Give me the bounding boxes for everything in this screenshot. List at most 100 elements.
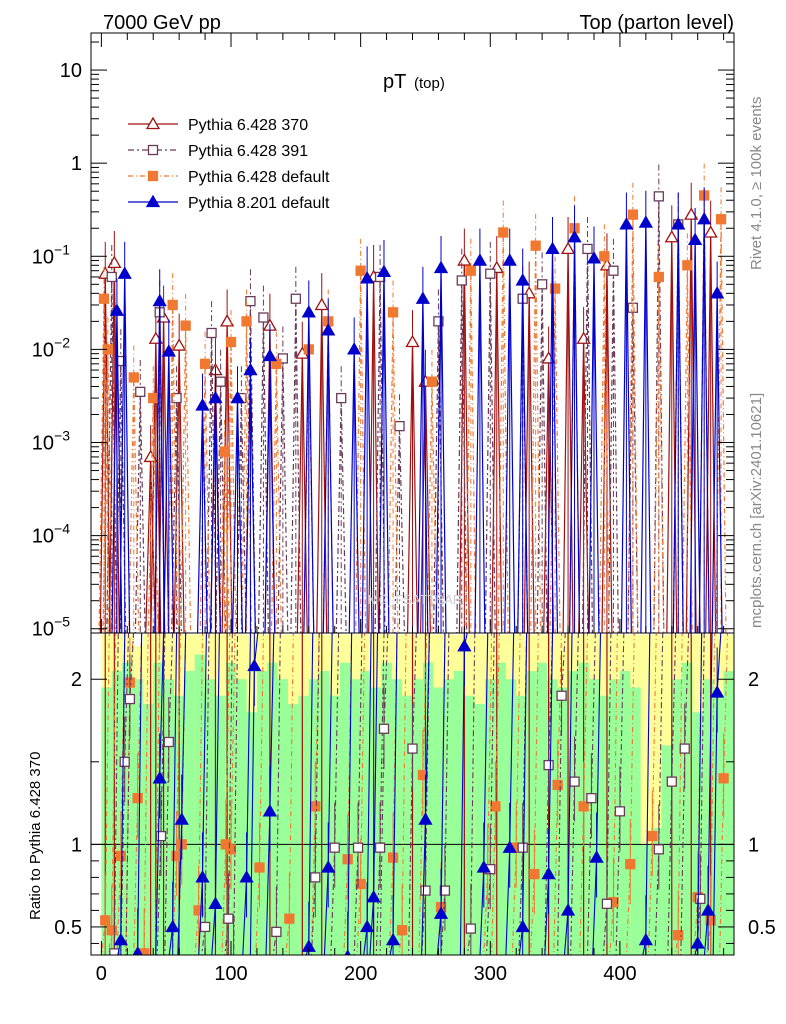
ratio-point-pythia-6-428-default (106, 925, 117, 936)
main-point-pythia-8-201-default (262, 348, 278, 362)
main-point-pythia-8-201-default (545, 241, 560, 255)
main-point-pythia-6-428-391 (653, 191, 664, 202)
main-series-line-pythia-6-428-370 (99, 214, 717, 633)
ratio-band-inner (661, 745, 673, 955)
ratio-point-pythia-8-201-default (515, 919, 530, 933)
ratio-band-inner (651, 827, 662, 955)
main-point-pythia-8-201-default (301, 305, 316, 318)
ratio-point-pythia-8-201-default (262, 804, 278, 817)
ratio-point-pythia-8-201-default (690, 936, 705, 949)
ratio-band-inner (256, 670, 268, 955)
legend-marker-pythia-6-428-391 (147, 144, 159, 156)
main-point-pythia-6-428-default (715, 214, 727, 225)
main-point-pythia-8-201-default (586, 251, 602, 264)
main-point-pythia-6-428-391 (536, 279, 548, 290)
ratio-band-inner (194, 654, 206, 955)
main-point-pythia-8-201-default (243, 362, 258, 376)
ratio-x-tick-label: 0 (96, 963, 107, 985)
legend-marker-pythia-6-428-370 (145, 116, 161, 130)
ratio-band-inner (568, 670, 579, 955)
ratio-band-inner (474, 704, 486, 955)
ratio-band-inner (298, 695, 310, 955)
main-point-pythia-8-201-default (415, 291, 430, 304)
main-point-pythia-6-428-391 (290, 293, 301, 304)
ratio-band-inner (371, 687, 382, 955)
legend-marker-pythia-6-428-default (147, 170, 159, 182)
ratio-point-pythia-8-201-default (589, 850, 604, 863)
main-point-pythia-6-428-default (219, 446, 230, 457)
main-point-pythia-6-428-default (128, 372, 139, 383)
main-point-pythia-8-201-default (161, 344, 176, 357)
ratio-point-pythia-6-428-default (115, 850, 126, 862)
main-point-pythia-8-201-default (321, 323, 336, 336)
main-point-pythia-6-428-370 (107, 255, 122, 269)
ratio-point-pythia-6-428-391 (543, 759, 554, 771)
ratio-band-inner (122, 662, 133, 955)
main-point-pythia-6-428-391 (135, 386, 146, 398)
ratio-band-inner (692, 712, 704, 955)
ratio-point-pythia-8-201-default (247, 658, 262, 672)
ratio-point-pythia-6-428-391 (163, 736, 174, 748)
main-y-tick-label: 10 (60, 60, 82, 82)
header-left-label: 7000 GeV pp (103, 12, 221, 34)
ratio-point-pythia-8-201-default (152, 771, 167, 784)
ratio-point-pythia-8-201-default (208, 896, 223, 909)
main-point-pythia-8-201-default (230, 390, 245, 404)
ratio-band-inner (360, 670, 372, 955)
ratio-band-inner (453, 670, 465, 955)
main-series-pythia-6-428-391 (106, 164, 684, 633)
main-point-pythia-6-428-default (627, 209, 639, 220)
ratio-point-pythia-8-201-default (710, 685, 725, 698)
main-point-pythia-8-201-default (109, 303, 125, 316)
ratio-y-tick-label: 2 (71, 669, 82, 691)
ratio-point-pythia-8-201-default (344, 949, 351, 955)
main-point-pythia-6-428-370 (703, 225, 718, 238)
ratio-point-pythia-8-201-default (385, 932, 401, 946)
ratio-point-pythia-6-428-391 (155, 830, 167, 842)
ratio-point-pythia-6-428-default (355, 878, 366, 890)
ratio-band-inner (464, 695, 476, 955)
ratio-point-pythia-8-201-default (433, 906, 449, 919)
ratio-y-tick-label: 0.5 (54, 917, 82, 939)
ratio-point-pythia-6-428-default (342, 854, 353, 865)
main-point-pythia-6-428-default (180, 320, 191, 331)
ratio-point-pythia-6-428-default (193, 905, 204, 916)
ratio-band-inner (205, 679, 216, 955)
ratio-band-inner (142, 704, 154, 955)
ratio-point-pythia-6-428-default (254, 862, 265, 873)
ratio-band-inner (526, 670, 538, 955)
ratio-band-inner (723, 670, 734, 955)
main-point-pythia-6-428-default (682, 260, 693, 271)
ratio-point-pythia-6-428-default (396, 925, 408, 936)
main-point-pythia-6-428-391 (582, 243, 593, 255)
main-series-pythia-8-201-default (109, 187, 725, 633)
ratio-point-pythia-8-201-default (321, 860, 336, 873)
main-point-pythia-6-428-default (167, 299, 178, 311)
ratio-point-pythia-6-428-391 (124, 693, 136, 705)
ratio-point-pythia-6-428-default (100, 915, 111, 926)
main-point-pythia-8-201-default (567, 229, 582, 243)
watermark-label: MC_FSATTBAR (368, 592, 462, 607)
ratio-point-pythia-6-428-default (310, 801, 321, 812)
ratio-point-pythia-8-201-default (560, 903, 576, 916)
ratio-band-inner (184, 670, 196, 955)
ratio-band-inner (536, 662, 548, 955)
ratio-band-inner (682, 662, 694, 955)
ratio-band-inner (412, 679, 424, 955)
main-point-pythia-6-428-default (387, 307, 399, 318)
ratio-point-pythia-6-428-391 (556, 690, 567, 701)
ratio-band-inner (702, 679, 714, 955)
ratio-point-pythia-8-201-default (195, 870, 210, 883)
main-point-pythia-6-428-default (426, 376, 438, 387)
ratio-point-pythia-6-428-391 (465, 923, 476, 934)
ratio-point-pythia-6-428-391 (223, 913, 234, 924)
main-point-pythia-8-201-default (671, 217, 686, 230)
main-y-tick-label: 10−5 (32, 614, 70, 641)
ratio-band-inner (443, 679, 455, 955)
ratio-point-pythia-8-201-default (132, 946, 143, 955)
main-point-pythia-8-201-default (619, 217, 634, 230)
legend-label-pythia-6-428-370: Pythia 6.428 370 (188, 117, 308, 134)
ratio-point-pythia-6-428-default (529, 868, 540, 880)
legend-item-pythia-6-428-391: Pythia 6.428 391 (128, 143, 308, 160)
main-y-tick-label: 10−1 (32, 241, 70, 268)
